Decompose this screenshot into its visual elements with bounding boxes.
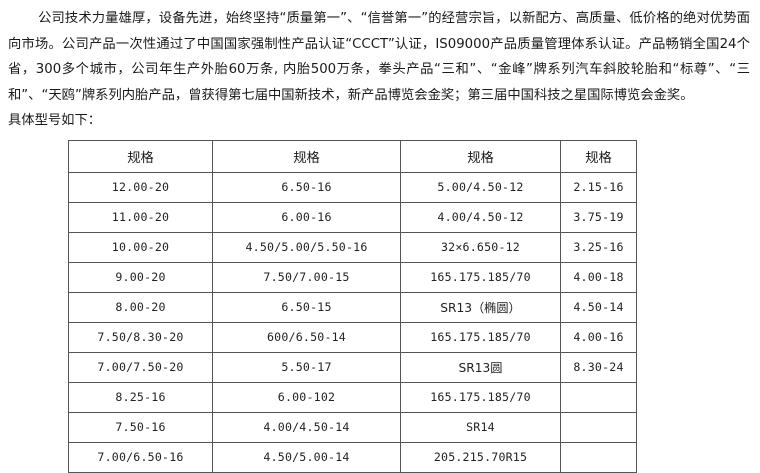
cell-spec-col4: 4.50-14	[560, 291, 637, 323]
cell-spec-col3: SR13（椭圆）	[400, 291, 561, 323]
company-intro-paragraph: 公司技术力量雄厚，设备先进，始终坚持“质量第一”、“信誉第一”的经营宗旨，以新配…	[8, 6, 752, 108]
cell-spec-col1: 12.00-20	[68, 171, 213, 203]
cell-spec-col1: 7.50/8.30-20	[68, 321, 213, 353]
spec-table-container: 规格 规格 规格 规格 12.00-20 6.50-16 5.00/4.50-12 2…	[8, 139, 752, 473]
cell-spec-col4	[560, 441, 637, 473]
cell-spec-col1: 7.00/6.50-16	[68, 441, 213, 473]
spec-table: 规格 规格 规格 规格 12.00-20 6.50-16 5.00/4.50-12 2…	[68, 139, 637, 473]
cell-spec-col1: 7.50-16	[68, 411, 213, 443]
cell-spec-col3: 205.215.70R15	[400, 441, 561, 473]
table-row: 7.00/6.50-16 4.50/5.00-14 205.215.70R15	[68, 441, 637, 473]
cell-spec-col4: 4.00-18	[560, 261, 637, 293]
cell-spec-col2: 6.00-16	[212, 201, 401, 233]
cell-spec-col3: 32×6.650-12	[400, 231, 561, 263]
column-header-1: 规格	[68, 139, 213, 173]
cell-spec-col2: 4.00/4.50-14	[212, 411, 401, 443]
paragraph-text: 公司技术力量雄厚，设备先进，始终坚持“质量第一”、“信誉第一”的经营宗旨，以新配…	[8, 11, 750, 103]
column-header-3: 规格	[400, 139, 561, 173]
cell-spec-col1: 10.00-20	[68, 231, 213, 263]
table-row: 12.00-20 6.50-16 5.00/4.50-12 2.15-16	[68, 171, 637, 203]
cell-spec-col4: 2.15-16	[560, 171, 637, 203]
spec-table-head: 规格 规格 规格 规格	[68, 139, 637, 173]
cell-spec-col2: 5.50-17	[212, 351, 401, 383]
column-header-4: 规格	[560, 139, 637, 173]
cell-spec-col1: 9.00-20	[68, 261, 213, 293]
cell-spec-col1: 11.00-20	[68, 201, 213, 233]
cell-spec-col3: SR14	[400, 411, 561, 443]
spec-table-body: 12.00-20 6.50-16 5.00/4.50-12 2.15-16 11.00-…	[68, 171, 637, 473]
cell-spec-col2: 4.50/5.00-14	[212, 441, 401, 473]
cell-spec-col2: 6.50-16	[212, 171, 401, 203]
cell-spec-col1: 8.00-20	[68, 291, 213, 323]
cell-spec-col1: 8.25-16	[68, 381, 213, 413]
cell-spec-col2: 4.50/5.00/5.50-16	[212, 231, 401, 263]
table-row: 7.00/7.50-20 5.50-17 SR13圆 8.30-24	[68, 351, 637, 383]
cell-spec-col3: 165.175.185/70	[400, 321, 561, 353]
cell-spec-col4	[560, 381, 637, 413]
cell-spec-col1: 7.00/7.50-20	[68, 351, 213, 383]
cell-spec-col3: 4.00/4.50-12	[400, 201, 561, 233]
cell-spec-col2: 7.50/7.00-15	[212, 261, 401, 293]
column-header-2: 规格	[212, 139, 401, 173]
cell-spec-col3: 165.175.185/70	[400, 261, 561, 293]
spec-subtitle: 具体型号如下：	[8, 113, 102, 128]
table-row: 10.00-20 4.50/5.00/5.50-16 32×6.650-12 3.25…	[68, 231, 637, 263]
cell-spec-col4: 4.00-16	[560, 321, 637, 353]
cell-spec-col3: 5.00/4.50-12	[400, 171, 561, 203]
cell-spec-col2: 6.00-102	[212, 381, 401, 413]
cell-spec-col4: 3.75-19	[560, 201, 637, 233]
cell-spec-col2: 6.50-15	[212, 291, 401, 323]
cell-spec-col4: 8.30-24	[560, 351, 637, 383]
cell-spec-col2: 600/6.50-14	[212, 321, 401, 353]
cell-spec-col4: 3.25-16	[560, 231, 637, 263]
table-row: 11.00-20 6.00-16 4.00/4.50-12 3.75-19	[68, 201, 637, 233]
table-row: 8.25-16 6.00-102 165.175.185/70	[68, 381, 637, 413]
cell-spec-col4	[560, 411, 637, 443]
table-row: 9.00-20 7.50/7.00-15 165.175.185/70 4.00-18	[68, 261, 637, 293]
cell-spec-col3: SR13圆	[400, 351, 561, 383]
table-row: 7.50-16 4.00/4.50-14 SR14	[68, 411, 637, 443]
table-row: 7.50/8.30-20 600/6.50-14 165.175.185/70 4.0…	[68, 321, 637, 353]
table-header-row: 规格 规格 规格 规格	[68, 139, 637, 173]
table-row: 8.00-20 6.50-15 SR13（椭圆） 4.50-14	[68, 291, 637, 323]
cell-spec-col3: 165.175.185/70	[400, 381, 561, 413]
page-root: 公司技术力量雄厚，设备先进，始终坚持“质量第一”、“信誉第一”的经营宗旨，以新配…	[8, 6, 752, 473]
